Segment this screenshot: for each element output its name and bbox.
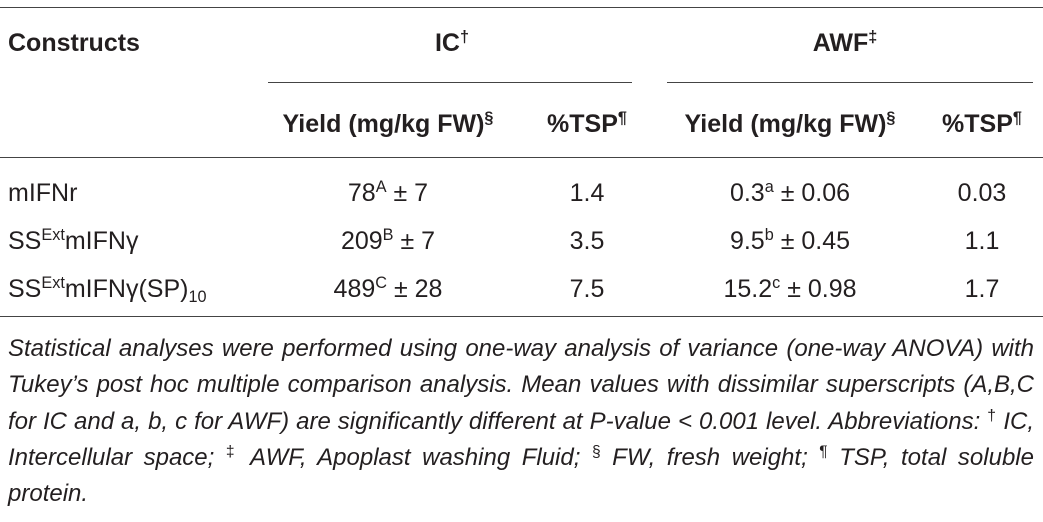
text: SS <box>8 275 42 303</box>
text: FW, fresh weight; <box>600 443 820 471</box>
text: mIFNr <box>8 179 78 207</box>
sup: ¶ <box>1012 109 1022 128</box>
text: IC <box>434 29 460 57</box>
header-rule <box>0 157 1043 158</box>
data-cell: 209B ± 7 <box>341 226 435 256</box>
text: SS <box>8 227 42 255</box>
text: AWF, Apoplast washing Fluid; <box>239 443 592 471</box>
top-rule <box>0 7 1043 8</box>
data-cell: 1.4 <box>570 178 605 208</box>
sup: ¶ <box>819 443 828 461</box>
footnote: Statistical analyses were performed usin… <box>8 331 1034 512</box>
text: ± 28 <box>387 275 443 303</box>
column-header: %TSP¶ <box>547 109 627 139</box>
sup: § <box>591 443 601 461</box>
row-label: SSExtmIFNγ <box>8 226 138 256</box>
sup: C <box>375 274 388 293</box>
data-cell: 1.1 <box>965 226 1000 256</box>
text: TSP, total soluble protein. <box>8 443 1041 508</box>
group-rule <box>667 82 1033 83</box>
text: 9.5 <box>729 227 765 255</box>
text: 0.3 <box>729 179 765 207</box>
data-cell: 7.5 <box>570 274 605 304</box>
text: 3.5 <box>569 227 605 255</box>
column-header: Yield (mg/kg FW)§ <box>283 109 494 139</box>
text: ± 0.06 <box>773 179 851 207</box>
sup: § <box>484 109 494 128</box>
sup: B <box>382 226 394 245</box>
group-header: IC† <box>435 28 469 58</box>
data-cell: 9.5b ± 0.45 <box>730 226 850 256</box>
row-label: SSExtmIFNγ(SP)10 <box>8 274 207 306</box>
header-cell: Constructs <box>8 28 140 58</box>
text: ± 7 <box>393 227 436 255</box>
sup: § <box>886 109 896 128</box>
group-header: AWF‡ <box>813 28 878 58</box>
row-label: mIFNr <box>8 178 77 208</box>
text: ± 0.45 <box>773 227 851 255</box>
text: %TSP <box>547 110 618 138</box>
sup: c <box>772 274 781 293</box>
sup: A <box>375 178 387 197</box>
text: Yield (mg/kg FW) <box>684 110 887 138</box>
column-header: Yield (mg/kg FW)§ <box>685 109 896 139</box>
text: mIFNγ(SP) <box>64 275 189 303</box>
text: %TSP <box>942 110 1013 138</box>
text: 1.1 <box>964 227 1000 255</box>
text: 78 <box>347 179 376 207</box>
text: 209 <box>340 227 383 255</box>
text: ± 0.98 <box>780 275 857 303</box>
group-rule <box>268 82 632 83</box>
text: 1.4 <box>569 179 605 207</box>
column-header: %TSP¶ <box>942 109 1022 139</box>
sup: ‡ <box>868 28 878 47</box>
sup: Ext <box>41 274 65 293</box>
sub: 10 <box>188 287 207 306</box>
data-cell: 3.5 <box>570 226 605 256</box>
data-cell: 78A ± 7 <box>348 178 428 208</box>
text: 489 <box>333 275 376 303</box>
sup: a <box>764 178 774 197</box>
text: 1.7 <box>964 275 1000 303</box>
text: AWF <box>812 29 869 57</box>
text: Statistical analyses were performed usin… <box>8 335 1041 435</box>
text: 15.2 <box>723 275 773 303</box>
data-cell: 0.03 <box>958 178 1007 208</box>
sup: ¶ <box>617 109 627 128</box>
sup: b <box>764 226 774 245</box>
text: Constructs <box>8 29 140 57</box>
sup: ‡ <box>225 443 240 461</box>
bottom-rule <box>0 316 1043 317</box>
data-cell: 1.7 <box>965 274 1000 304</box>
data-cell: 489C ± 28 <box>334 274 443 304</box>
data-cell: 0.3a ± 0.06 <box>730 178 850 208</box>
text: 7.5 <box>569 275 605 303</box>
text: mIFNγ <box>64 227 139 255</box>
data-cell: 15.2c ± 0.98 <box>723 274 856 304</box>
sup: Ext <box>41 226 65 245</box>
text: 0.03 <box>957 179 1007 207</box>
text: ± 7 <box>386 179 429 207</box>
sup: † <box>459 28 470 47</box>
text: Yield (mg/kg FW) <box>282 110 485 138</box>
sup: † <box>987 407 997 425</box>
text: IC, Intercellular space; <box>8 407 1041 471</box>
